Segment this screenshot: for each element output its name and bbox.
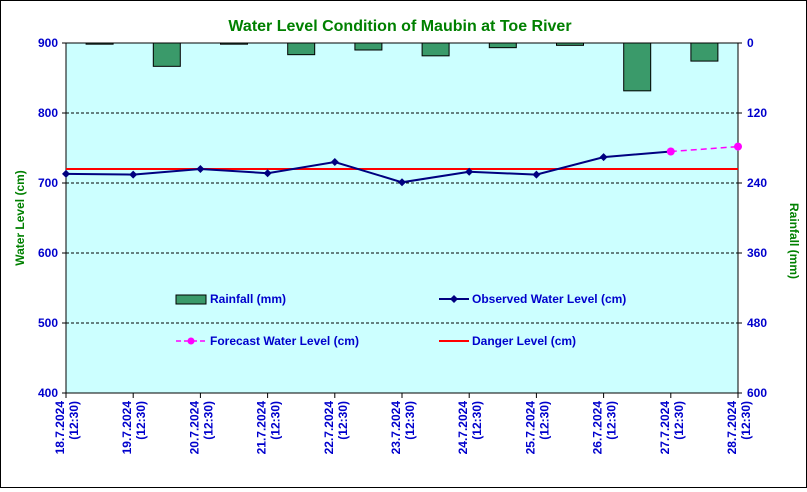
observed-point [263,169,272,178]
x-tick-label-date: 26.7.2024 [591,401,605,455]
observed-point [330,158,339,166]
x-tick-label-time: (12:30) [336,401,350,440]
rainfall-bar [690,42,719,62]
y-tick-label-left: 500 [38,316,58,330]
y-axis-left-title: Water Level (cm) [13,170,27,266]
y-tick-label-right: 600 [747,386,767,400]
legend-label-rainfall: Rainfall (mm) [210,292,286,306]
y-tick-label-right: 240 [747,176,767,190]
forecast-point [734,142,742,151]
observed-point [196,165,205,173]
x-tick-label-date: 18.7.2024 [53,401,67,455]
x-tick-label-date: 20.7.2024 [187,401,201,455]
legend-marker-forecast [187,337,195,345]
legend-swatch-rainfall [175,294,207,305]
legend: Rainfall (mm) Observed Water Level (cm) Fo… [175,292,626,348]
y-tick-label-right: 0 [747,36,754,50]
legend-label-danger: Danger Level (cm) [472,334,576,348]
rainfall-bar [623,42,652,92]
right-axis: 0 120 240 360 480 600 [738,36,767,400]
y-axis-right-title: Rainfall (mm) [787,203,801,279]
forecast-water-level-line [670,145,739,153]
y-tick-label-left: 700 [38,176,58,190]
forecast-point [666,147,675,156]
observed-point [465,167,474,176]
observed-point [599,153,608,162]
x-tick-label-date: 28.7.2024 [725,401,739,455]
observed-point [532,170,541,179]
x-tick-label-date: 19.7.2024 [120,401,134,455]
y-tick-label-left: 800 [38,106,58,120]
x-tick-label-time: (12:30) [67,401,81,440]
x-tick-label-time: (12:30) [739,401,753,440]
x-tick-label-time: (12:30) [134,401,148,440]
observed-point [398,178,406,187]
observed-water-level-line [65,150,671,184]
y-tick-label-right: 360 [747,246,767,260]
legend-label-forecast: Forecast Water Level (cm) [210,334,359,348]
rainfall-bar [152,42,181,67]
x-tick-label-time: (12:30) [269,401,283,440]
rainfall-bar [220,42,248,45]
observed-point [62,169,70,178]
x-axis: 18.7.2024 (12:30) 19.7.2024 (12:30) 20.7.202… [53,393,753,454]
x-tick-label-time: (12:30) [605,401,619,440]
left-axis: 400 500 600 700 800 900 [38,36,66,400]
x-tick-label-date: 22.7.2024 [322,401,336,455]
x-tick-label-time: (12:30) [672,401,686,440]
rainfall-bar [85,42,114,45]
x-tick-label-date: 25.7.2024 [523,401,537,455]
rainfall-bar [556,42,584,46]
rainfall-bar [354,42,383,51]
x-tick-label-time: (12:30) [537,401,551,440]
y-tick-label-left: 900 [38,36,58,50]
x-tick-label-date: 27.7.2024 [658,401,672,455]
y-tick-label-right: 120 [747,106,767,120]
x-tick-label-date: 24.7.2024 [456,401,470,455]
plot-area [65,42,739,394]
observed-point [129,170,138,179]
x-tick-label-date: 21.7.2024 [255,401,269,455]
water-level-lines [62,142,742,187]
rainfall-bar [421,42,450,57]
rainfall-bars [85,42,719,92]
chart-title: Water Level Condition of Maubin at Toe R… [228,18,571,35]
legend-label-observed: Observed Water Level (cm) [472,292,626,306]
legend-marker-observed [450,295,458,303]
y-tick-label-left: 600 [38,246,58,260]
x-tick-label-time: (12:30) [201,401,215,440]
rainfall-bar [488,42,517,49]
x-tick-label-date: 23.7.2024 [389,401,403,455]
x-tick-label-time: (12:30) [470,401,484,440]
y-tick-label-right: 480 [747,316,767,330]
y-tick-label-left: 400 [38,386,58,400]
x-tick-label-time: (12:30) [403,401,417,440]
rainfall-bar [287,42,316,56]
